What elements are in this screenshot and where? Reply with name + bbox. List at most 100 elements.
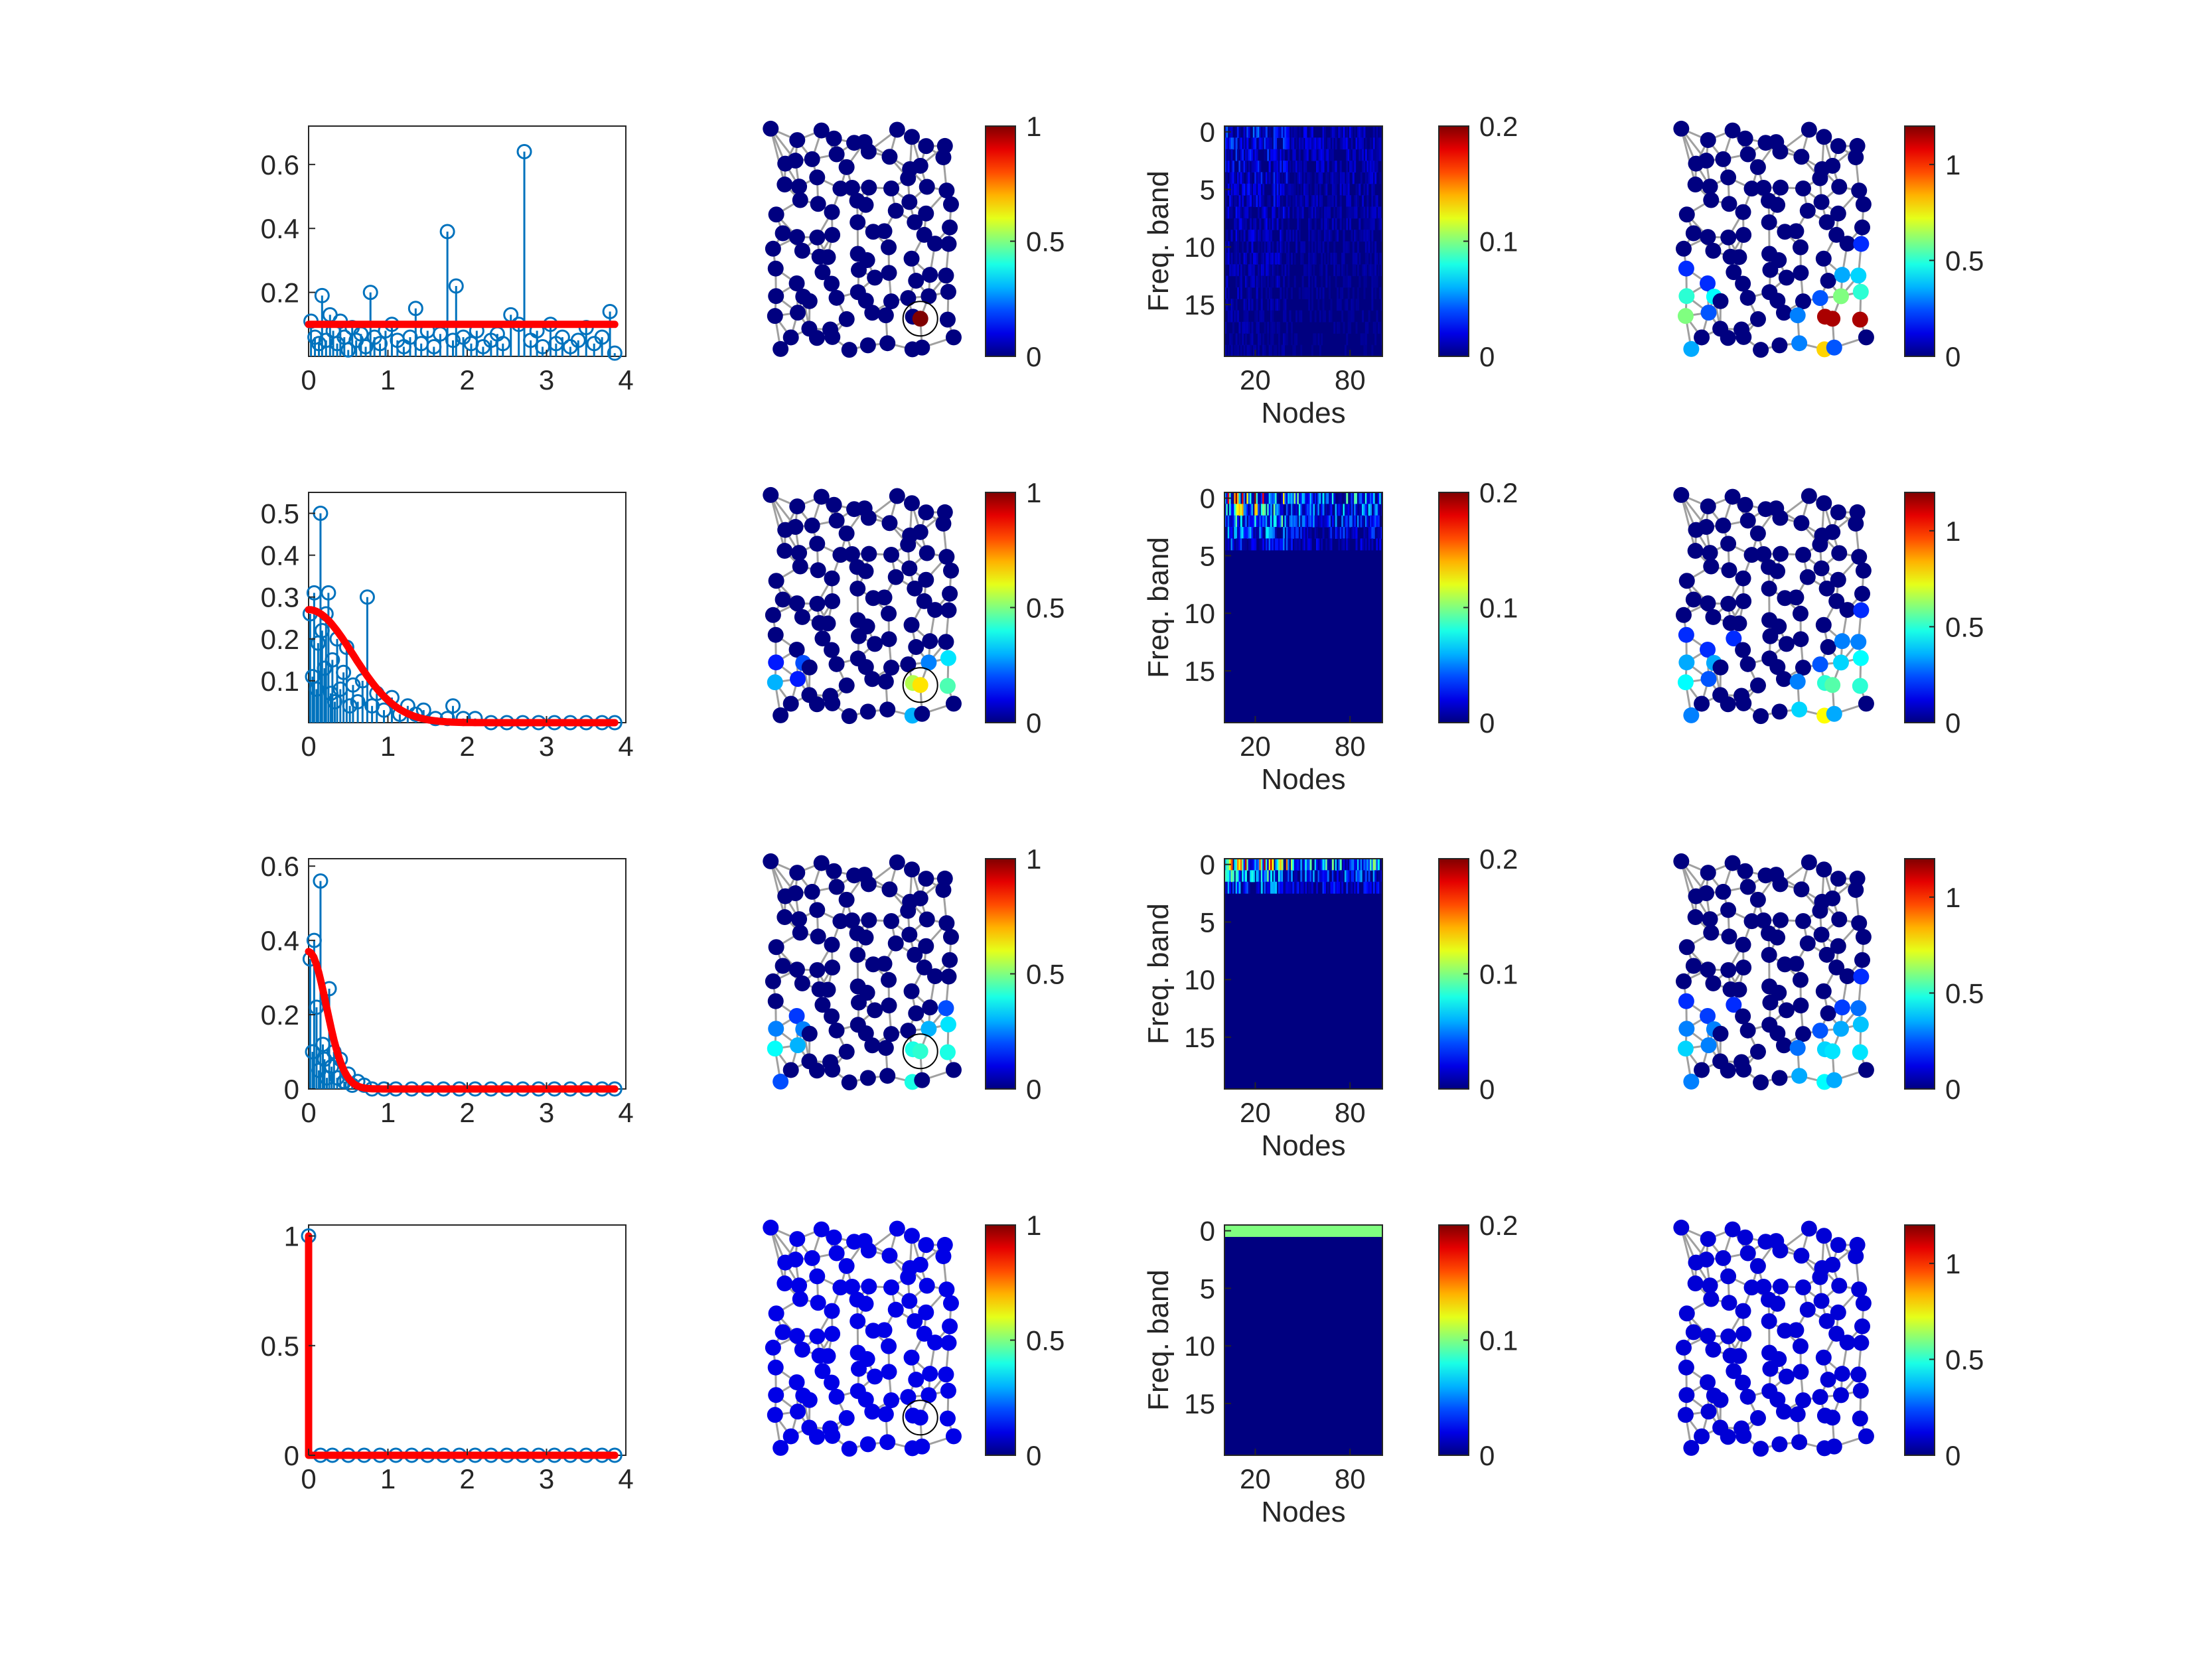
heatmap-cell (1335, 218, 1337, 230)
graph-node (916, 226, 932, 243)
heatmap-cell (1281, 172, 1284, 184)
graph-node (1677, 1041, 1694, 1057)
heatmap-cell (1238, 206, 1241, 219)
graph-node (914, 1438, 930, 1455)
graph-node (1830, 504, 1846, 521)
heatmap-cell (1355, 492, 1358, 504)
heatmap-cell (1331, 492, 1334, 504)
heatmap-cell (1351, 230, 1353, 242)
heatmap-cell (1234, 241, 1236, 253)
graph-node (1789, 1406, 1806, 1423)
heatmap-cell (1268, 252, 1271, 265)
heatmap-cell (1276, 859, 1279, 871)
plot-axes (308, 492, 627, 723)
graph-node (907, 946, 923, 963)
heatmap-cell (1374, 1225, 1377, 1237)
graph-node (883, 293, 899, 310)
heatmap-cell (1230, 264, 1233, 277)
y-tick-label: 15 (1184, 1388, 1215, 1419)
heatmap-cell (1379, 321, 1382, 334)
heatmap-cell (1327, 870, 1329, 883)
heatmap-cell (1284, 299, 1287, 311)
heatmap-cell (1235, 870, 1238, 883)
heatmap-cell (1230, 504, 1233, 516)
heatmap-cell (1232, 1225, 1234, 1237)
heatmap-cell (1339, 172, 1342, 184)
graph-node (790, 305, 806, 321)
graph-node (776, 543, 793, 559)
graph-node (1715, 151, 1732, 167)
graph-node (1830, 138, 1846, 155)
heatmap-cell (1317, 241, 1320, 253)
heatmap-cell (1224, 504, 1226, 516)
heatmap-cell (1327, 172, 1329, 184)
heatmap-cell (1248, 264, 1250, 277)
colorbar: 00.51 (985, 111, 1065, 372)
heatmap-cell (1260, 275, 1263, 288)
graph-node (921, 288, 937, 305)
heatmap-cell (1314, 195, 1317, 208)
heatmap-cell (1290, 333, 1293, 346)
heatmap-cell (1246, 344, 1249, 357)
heatmap-cell (1290, 321, 1293, 334)
heatmap-cell (1262, 333, 1265, 346)
heatmap-cell (1256, 149, 1258, 161)
heatmap-cell (1330, 172, 1333, 184)
heatmap-cell (1360, 504, 1363, 516)
heatmap-cell (1357, 492, 1359, 504)
heatmap-cell (1303, 183, 1305, 196)
graph-node (1724, 1221, 1741, 1238)
heatmap-cell (1346, 504, 1349, 516)
heatmap-cell (1275, 161, 1278, 173)
heatmap-cell (1314, 183, 1317, 196)
heatmap-cell (1251, 859, 1254, 871)
graph-node (919, 911, 935, 928)
heatmap-cell (1306, 515, 1309, 528)
heatmap-cell (1359, 230, 1361, 242)
graph-node (1830, 1237, 1846, 1254)
heatmap-cell (1374, 206, 1377, 219)
heatmap-cell (1246, 1225, 1249, 1237)
colorbar-tick-label: 0 (1479, 1440, 1495, 1471)
y-tick-label: 0.4 (261, 213, 299, 244)
heatmap-cell (1372, 275, 1375, 288)
heatmap-cell (1244, 527, 1247, 539)
heatmap-cell (1338, 299, 1341, 311)
heatmap-cell (1272, 859, 1274, 871)
heatmap-cell (1272, 183, 1274, 196)
y-tick-label: 15 (1184, 1022, 1215, 1053)
graph-node (1771, 1070, 1788, 1086)
heatmap-cell (1300, 137, 1303, 150)
graph-node (1824, 311, 1841, 327)
heatmap-cell (1323, 870, 1326, 883)
heatmap-cell (1306, 137, 1309, 150)
heatmap-cell (1371, 859, 1374, 871)
heatmap-cell (1254, 126, 1257, 138)
heatmap-cell (1283, 149, 1286, 161)
heatmap-cell (1252, 218, 1255, 230)
graph-node (1855, 928, 1872, 945)
heatmap-cell (1237, 515, 1240, 528)
heatmap-cell (1278, 299, 1280, 311)
heatmap-cell (1377, 527, 1380, 539)
heatmap-cell (1362, 1225, 1364, 1237)
heatmap-cell (1369, 859, 1372, 871)
heatmap-cell (1244, 492, 1247, 504)
heatmap-cell (1260, 538, 1263, 551)
graph-node (773, 707, 789, 723)
heatmap-cell (1360, 538, 1363, 551)
heatmap-cell (1308, 275, 1311, 288)
heatmap-cell (1257, 333, 1260, 346)
heatmap-cell (1292, 1225, 1295, 1237)
graph-node (877, 307, 894, 324)
heatmap-cell (1265, 252, 1268, 265)
heatmap-cell (1270, 333, 1272, 346)
heatmap-cell (1248, 230, 1250, 242)
graph-node (1712, 659, 1729, 676)
heatmap-cell (1306, 538, 1309, 551)
heatmap-cell (1335, 527, 1337, 539)
colorbar-tick-label: 0.5 (1945, 245, 1984, 276)
heatmap-cell (1232, 321, 1234, 334)
heatmap-cell (1272, 333, 1274, 346)
graph-node (1777, 1323, 1793, 1339)
